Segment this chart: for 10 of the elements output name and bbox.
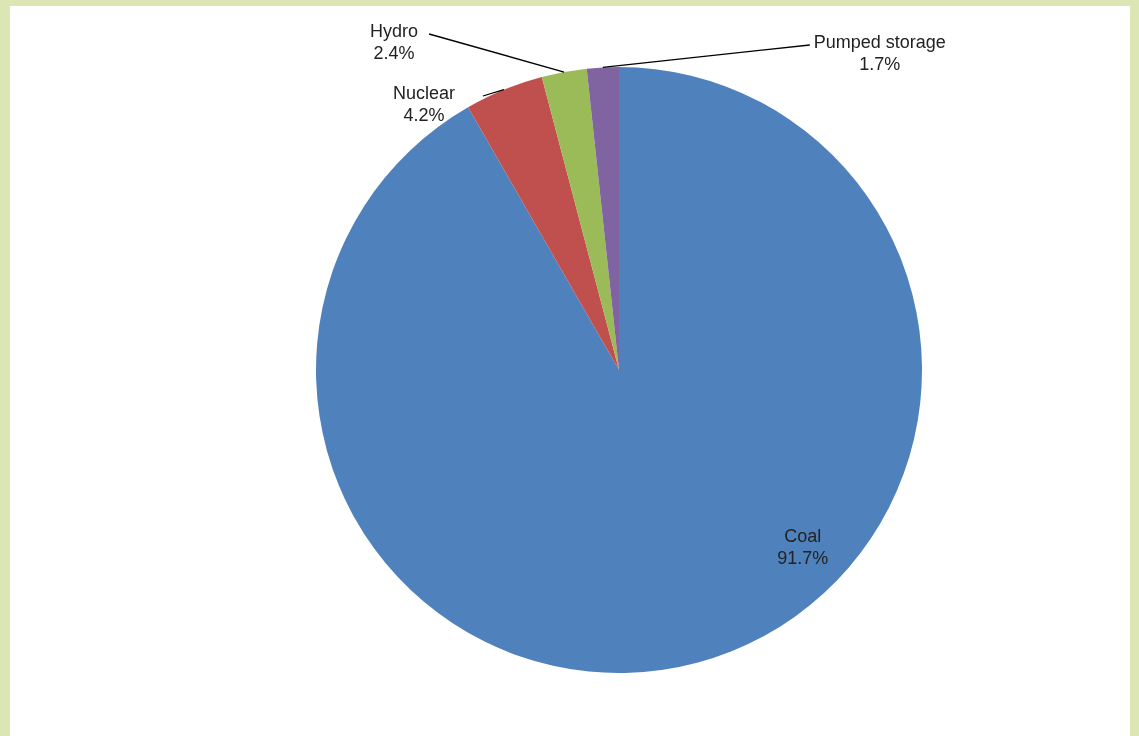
pie-slice [468, 77, 619, 370]
slice-label: Nuclear [392, 83, 455, 103]
slice-label: Hydro [370, 21, 419, 41]
data-label: 1.7% [859, 54, 901, 74]
slice-label: Pumped storage [813, 32, 946, 52]
pie-slice [541, 68, 619, 370]
data-label: 91.7% [777, 548, 829, 569]
data-label: 2.4% [373, 43, 415, 63]
slice-label: Coal [784, 526, 822, 547]
data-label: 4.2% [403, 105, 445, 125]
